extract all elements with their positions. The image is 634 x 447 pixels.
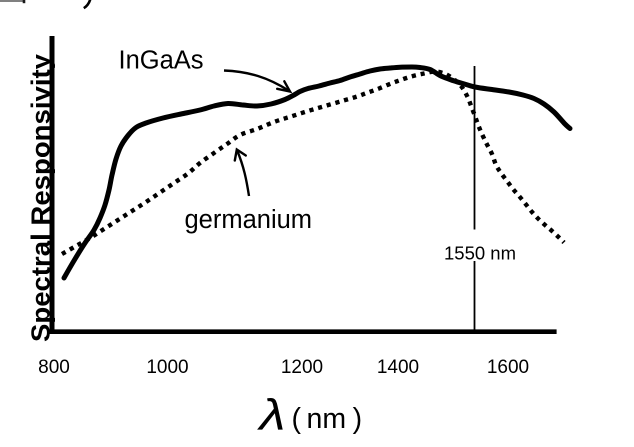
svg-text:1200: 1200 [281,357,323,378]
svg-text:Spectral Responsivity: Spectral Responsivity [26,53,56,342]
svg-text:1400: 1400 [377,357,419,378]
svg-text:800: 800 [38,357,70,378]
svg-text:1600: 1600 [487,357,529,378]
svg-text:1550 nm: 1550 nm [444,243,516,264]
svg-text:InGaAs: InGaAs [119,47,204,75]
svg-text:germanium: germanium [185,206,313,234]
svg-text:1000: 1000 [146,357,188,378]
svg-text:λ: λ [257,391,285,440]
